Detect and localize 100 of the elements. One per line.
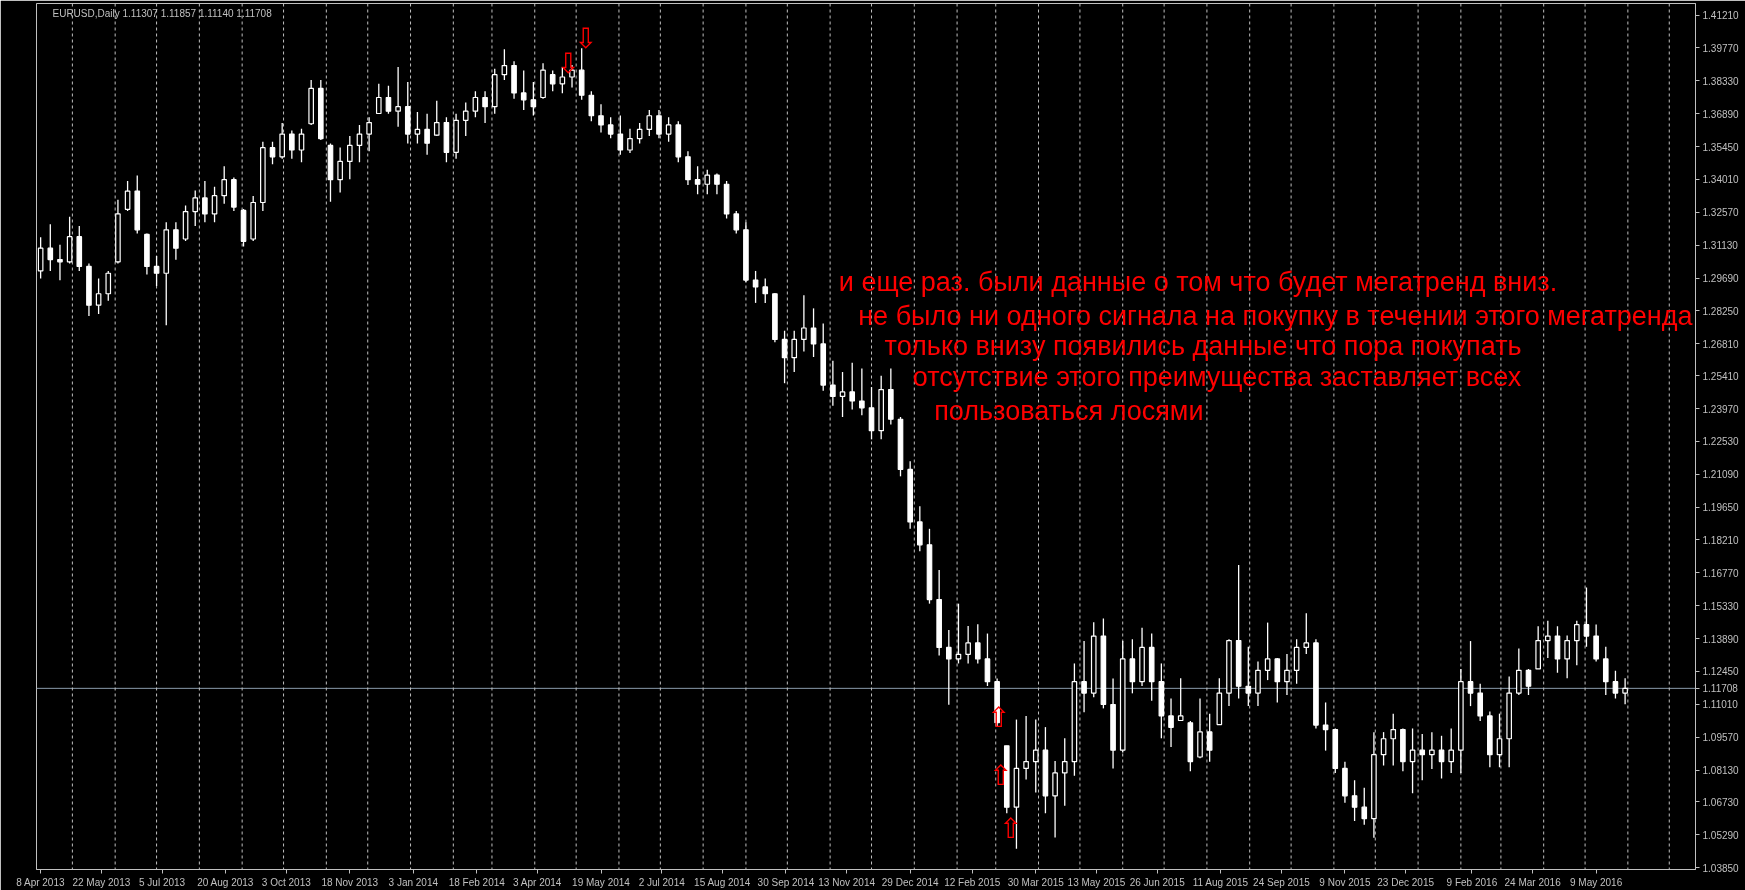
x-tick-label: 24 Mar 2016 bbox=[1504, 876, 1562, 888]
y-tick-label: 1.05290 bbox=[1702, 829, 1740, 841]
candlestick bbox=[1622, 677, 1628, 705]
candlestick bbox=[839, 371, 846, 418]
candlestick bbox=[1032, 718, 1039, 794]
candlestick bbox=[1293, 638, 1300, 685]
ref-line-label: 1.11708 bbox=[1702, 683, 1739, 695]
candlestick bbox=[462, 101, 469, 137]
candlestick bbox=[375, 83, 382, 115]
y-tick-label: 1.06730 bbox=[1702, 796, 1740, 808]
candlestick bbox=[1361, 787, 1368, 826]
candlestick bbox=[337, 146, 343, 194]
x-tick-label: 13 May 2015 bbox=[1067, 876, 1126, 888]
candlestick bbox=[607, 116, 614, 139]
candlestick bbox=[1545, 620, 1551, 659]
candlestick bbox=[95, 277, 102, 315]
y-tick-label: 1.32570 bbox=[1702, 207, 1740, 219]
y-tick-label: 1.18210 bbox=[1702, 534, 1740, 546]
x-tick-label: 22 May 2013 bbox=[72, 876, 131, 888]
y-tick-label: 1.12450 bbox=[1702, 666, 1740, 678]
candlestick bbox=[685, 150, 691, 186]
x-tick-label: 20 Aug 2013 bbox=[197, 876, 254, 888]
y-tick-label: 1.34010 bbox=[1702, 174, 1740, 186]
candlestick bbox=[549, 69, 556, 93]
candlestick bbox=[646, 109, 653, 137]
annotation: только внизу появились данные что пора покупать bbox=[884, 331, 1522, 362]
candlestick bbox=[945, 629, 952, 706]
candlestick bbox=[124, 180, 131, 212]
y-tick-label: 1.22530 bbox=[1702, 436, 1740, 448]
candlestick bbox=[298, 128, 305, 163]
x-tick-label: 29 Dec 2014 bbox=[881, 876, 939, 888]
y-tick-label: 1.11010 bbox=[1702, 699, 1739, 711]
candlestick bbox=[1177, 677, 1184, 722]
annotation: не было ни одного сигнала на покупку в течении этого мегатренда bbox=[858, 301, 1694, 332]
y-tick-label: 1.16770 bbox=[1702, 567, 1740, 579]
x-tick-label: 23 Dec 2015 bbox=[1377, 876, 1435, 888]
candlestick bbox=[1061, 737, 1068, 807]
candlestick bbox=[173, 221, 179, 261]
y-tick-label: 1.38330 bbox=[1702, 75, 1740, 87]
candlestick bbox=[1467, 640, 1474, 707]
candlestick bbox=[801, 294, 807, 353]
candlestick bbox=[414, 111, 421, 145]
candlestick bbox=[1477, 683, 1484, 722]
y-tick-label: 1.19650 bbox=[1702, 502, 1740, 514]
candlestick bbox=[433, 100, 440, 137]
candlestick bbox=[1322, 701, 1329, 752]
candlestick bbox=[1206, 712, 1213, 763]
candlestick bbox=[1129, 638, 1136, 694]
x-tick-label: 3 Oct 2013 bbox=[261, 876, 312, 888]
candlestick bbox=[482, 90, 488, 124]
chart-title: EURUSD,Daily 1.11307 1.11857 1.11140 1.11708 bbox=[52, 7, 273, 19]
candlestick bbox=[598, 103, 604, 134]
y-tick-label: 1.23970 bbox=[1702, 403, 1740, 415]
y-tick-label: 1.36890 bbox=[1702, 108, 1740, 120]
candlestick bbox=[1564, 634, 1570, 679]
x-tick-label: 13 Nov 2014 bbox=[818, 876, 876, 888]
x-tick-label: 9 Feb 2016 bbox=[1446, 876, 1498, 888]
candlestick bbox=[733, 210, 740, 235]
candlestick bbox=[211, 186, 218, 223]
candlestick bbox=[472, 90, 479, 119]
y-tick-label: 1.35450 bbox=[1702, 141, 1740, 153]
y-tick-label: 1.39770 bbox=[1702, 43, 1740, 54]
x-tick-label: 24 Sep 2015 bbox=[1253, 876, 1311, 888]
candlestick bbox=[424, 113, 430, 156]
y-tick-label: 1.26810 bbox=[1702, 338, 1740, 350]
candlestick bbox=[530, 81, 537, 117]
candlestick bbox=[955, 603, 962, 665]
candlestick bbox=[859, 367, 865, 416]
candlestick bbox=[791, 330, 798, 373]
x-tick-label: 5 Jul 2013 bbox=[139, 876, 186, 888]
y-tick-label: 1.29690 bbox=[1702, 273, 1740, 285]
candlestick bbox=[752, 270, 759, 304]
candlestick bbox=[830, 360, 836, 407]
candlestick bbox=[1303, 612, 1310, 655]
y-tick-label: 1.09570 bbox=[1702, 732, 1740, 744]
x-tick-label: 8 Apr 2013 bbox=[16, 876, 65, 888]
candlestick bbox=[366, 116, 372, 152]
candlestick bbox=[665, 116, 672, 143]
candlestick bbox=[1583, 586, 1590, 648]
candlestick bbox=[1264, 621, 1271, 681]
candlestick bbox=[627, 128, 633, 154]
candlestick bbox=[1052, 760, 1058, 839]
x-tick-label: 3 Jan 2014 bbox=[388, 876, 439, 888]
y-tick-label: 1.41210 bbox=[1702, 10, 1740, 22]
x-tick-label: 30 Mar 2015 bbox=[1007, 876, 1065, 888]
x-tick-label: 19 May 2014 bbox=[572, 876, 631, 888]
annotation: пользоваться лосями bbox=[934, 395, 1204, 426]
annotation: и еще раз. были данные о том что будет мегатренд вниз. bbox=[838, 267, 1558, 298]
candlestick bbox=[192, 189, 199, 227]
x-tick-label: 18 Feb 2014 bbox=[448, 876, 506, 888]
candlestick bbox=[617, 114, 624, 156]
y-tick-label: 1.03850 bbox=[1702, 862, 1740, 874]
candlestick bbox=[1448, 727, 1455, 774]
candlestick bbox=[636, 122, 643, 145]
candlestick bbox=[917, 505, 923, 552]
x-tick-label: 26 Jun 2015 bbox=[1129, 876, 1186, 888]
candlestick bbox=[1168, 697, 1174, 748]
x-tick-label: 2 Jul 2014 bbox=[638, 876, 686, 888]
candlestick bbox=[153, 255, 160, 287]
candlestick bbox=[279, 122, 285, 160]
